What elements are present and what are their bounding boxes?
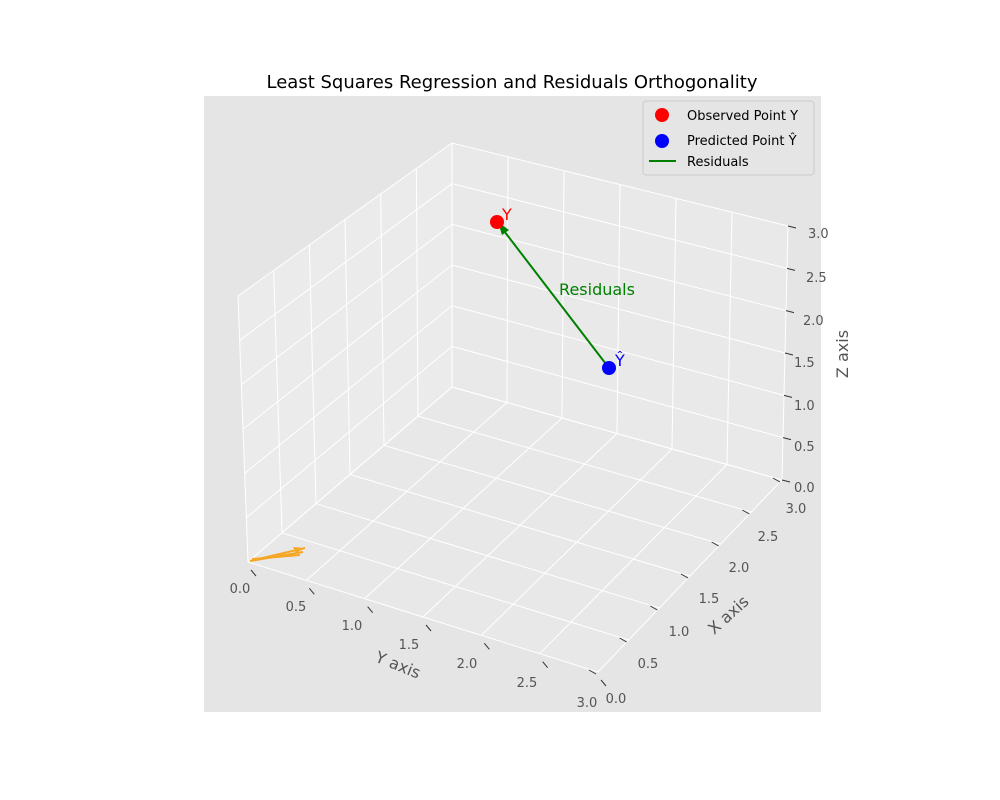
y-tick-mark bbox=[483, 643, 490, 650]
observed-point-label: Y bbox=[501, 205, 512, 224]
legend-marker-predicted bbox=[655, 134, 669, 148]
back-right-pane bbox=[452, 143, 788, 480]
y-tick-labels: 0.0 0.5 1.0 1.5 2.0 2.5 3.0 bbox=[230, 582, 598, 711]
origin-arrows bbox=[249, 547, 306, 562]
x-tick-label: 2.0 bbox=[729, 561, 750, 576]
y-tick-mark bbox=[425, 624, 432, 632]
y-tick-label: 2.5 bbox=[517, 676, 538, 691]
z-tick-label: 1.0 bbox=[794, 399, 815, 414]
x-tick-label: 2.5 bbox=[758, 530, 779, 545]
z-tick-labels: 0.0 0.5 1.0 1.5 2.0 2.5 3.0 bbox=[794, 227, 829, 496]
x-tick-label: 1.5 bbox=[699, 592, 720, 607]
y-tick-mark bbox=[542, 661, 549, 668]
z-tick-mark bbox=[784, 352, 794, 356]
x-tick-mark bbox=[711, 541, 719, 547]
legend-label-residual: Residuals bbox=[687, 155, 749, 170]
legend-box bbox=[642, 100, 815, 176]
z-tick-mark bbox=[782, 437, 792, 441]
grid-line bbox=[597, 479, 783, 673]
back-left-pane bbox=[238, 143, 452, 562]
origin-arrow-head bbox=[293, 547, 305, 553]
legend: Observed Point Y Predicted Point Ŷ Resid… bbox=[642, 100, 815, 176]
y-tick-label: 2.0 bbox=[457, 657, 478, 672]
z-tick-label: 3.0 bbox=[808, 227, 829, 242]
z-tick-mark bbox=[787, 225, 797, 229]
residual-line bbox=[500, 226, 610, 369]
legend-label-predicted: Predicted Point Ŷ bbox=[687, 133, 797, 149]
y-tick-mark bbox=[308, 588, 315, 595]
y-tick-label: 3.0 bbox=[577, 696, 598, 711]
z-tick-label: 0.0 bbox=[794, 481, 815, 496]
predicted-point-label: Ŷ bbox=[614, 351, 625, 370]
observed-point bbox=[490, 215, 504, 229]
z-tick-mark bbox=[786, 267, 796, 271]
x-tick-mark bbox=[588, 669, 597, 675]
y-tick-mark bbox=[367, 606, 374, 613]
z-tick-label: 2.5 bbox=[806, 271, 827, 286]
z-tick-mark bbox=[783, 394, 793, 398]
x-tick-mark bbox=[619, 637, 627, 643]
z-tick-mark bbox=[785, 310, 795, 314]
x-tick-mark bbox=[680, 573, 689, 579]
y-tick-label: 0.5 bbox=[286, 600, 307, 615]
origin-arrow bbox=[251, 554, 301, 560]
z-tick-label: 0.5 bbox=[794, 440, 815, 455]
legend-marker-observed bbox=[655, 108, 669, 122]
grid-line bbox=[451, 386, 783, 481]
tick-marks bbox=[250, 225, 797, 687]
predicted-point bbox=[602, 361, 616, 375]
residual-label: Residuals bbox=[559, 280, 635, 299]
y-tick-mark bbox=[250, 569, 257, 577]
grid-line bbox=[417, 415, 752, 513]
chart-title: Least Squares Regression and Residuals O… bbox=[267, 72, 758, 93]
x-tick-label: 1.0 bbox=[669, 625, 690, 640]
y-tick-label: 0.0 bbox=[230, 582, 251, 597]
grid-line bbox=[237, 142, 789, 297]
y-tick-mark bbox=[600, 679, 607, 687]
x-tick-mark bbox=[742, 509, 750, 515]
x-tick-mark bbox=[772, 477, 781, 483]
z-axis-label: Z axis bbox=[833, 330, 852, 378]
grid-lines bbox=[237, 142, 789, 673]
z-tick-label: 1.5 bbox=[794, 356, 815, 371]
x-tick-labels: 0.0 0.5 1.0 1.5 2.0 2.5 3.0 bbox=[606, 502, 807, 707]
z-tick-mark bbox=[781, 479, 791, 483]
x-tick-mark bbox=[650, 605, 658, 611]
z-tick-label: 2.0 bbox=[803, 314, 824, 329]
y-tick-label: 1.0 bbox=[342, 619, 363, 634]
legend-label-observed: Observed Point Y bbox=[687, 109, 798, 124]
y-tick-label: 1.5 bbox=[399, 638, 420, 653]
x-tick-label: 0.5 bbox=[638, 657, 659, 672]
x-tick-label: 0.0 bbox=[606, 692, 627, 707]
x-tick-label: 3.0 bbox=[786, 502, 807, 517]
